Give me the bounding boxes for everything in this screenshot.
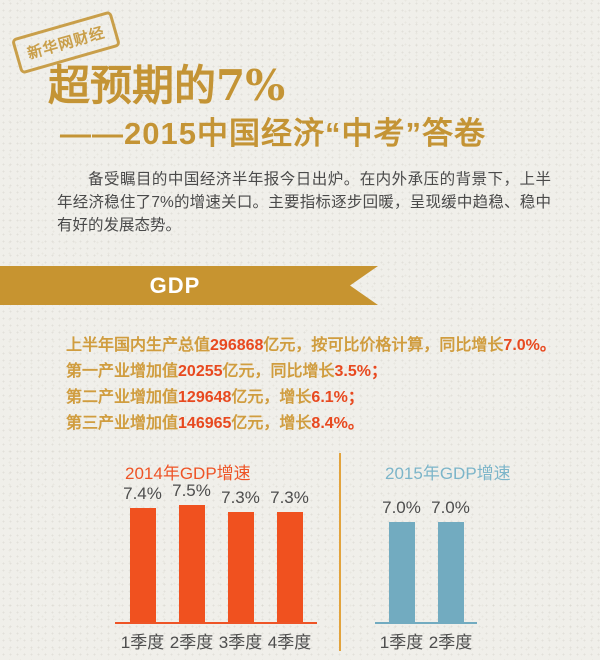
stat-line: 第一产业增加值20255亿元，同比增长3.5%；	[66, 359, 556, 385]
stat-segment-red: 3.5%；	[334, 363, 388, 380]
chart-2014-categories: 1季度 2季度 3季度 4季度	[115, 628, 317, 653]
chart-column: 7.3%	[216, 488, 265, 622]
chart-column: 7.0%	[377, 498, 426, 622]
bar	[276, 512, 303, 622]
bar	[178, 505, 205, 622]
bar	[129, 508, 156, 622]
stat-segment-red: 7.0%。	[503, 337, 556, 354]
gdp-stats: 上半年国内生产总值296868亿元，按可比价格计算，同比增长7.0%。 第一产业增…	[66, 333, 556, 437]
chart-column: 7.4%	[118, 484, 167, 622]
chart-2015-axis	[375, 622, 477, 624]
chart-2014-title: 2014年GDP增速	[125, 464, 251, 483]
stat-segment-gold: 亿元，同比增长	[222, 363, 335, 380]
bar	[227, 512, 254, 622]
section-banner-gdp: GDP	[0, 266, 378, 305]
chart-column: 7.5%	[167, 481, 216, 622]
stat-line: 第二产业增加值129648亿元，增长6.1%；	[66, 385, 556, 411]
stat-segment-gold: 亿元，增长	[231, 389, 312, 406]
bar-value-label: 7.0%	[431, 498, 470, 517]
stat-segment-gold: 第二产业增加值	[66, 389, 179, 406]
stat-line: 第三产业增加值146965亿元，增长8.4%。	[66, 411, 556, 437]
bar	[437, 522, 464, 622]
bar-value-label: 7.3%	[221, 488, 260, 507]
chart-2015-categories: 1季度 2季度	[375, 628, 477, 653]
bar-value-label: 7.4%	[123, 484, 162, 503]
chart-2015-bars: 7.0% 7.0%	[375, 455, 477, 622]
page-title: 超预期的7%	[48, 61, 286, 110]
stat-segment-red: 146965	[178, 415, 232, 432]
stat-segment-gold: 上半年国内生产总值	[66, 337, 211, 354]
chart-2015-gdp-growth: 2015年GDP增速 7.0% 7.0% 1季度 2季度	[375, 455, 511, 660]
chart-divider	[339, 453, 341, 651]
page-subtitle: ——2015中国经济“中考”答卷	[60, 116, 486, 151]
intro-paragraph: 备受瞩目的中国经济半年报今日出炉。在内外承压的背景下，上半年经济稳住了7%的增速…	[57, 171, 551, 234]
stat-segment-red: 129648	[178, 389, 232, 406]
stat-segment-red: 296868	[210, 337, 264, 354]
chart-2014-gdp-growth: 2014年GDP增速 7.4% 7.5% 7.3% 7.3% 1季度 2季度 3季度 4季度	[115, 455, 317, 660]
chart-column: 7.0%	[426, 498, 475, 622]
category-label: 2季度	[169, 633, 214, 652]
chart-2015-title: 2015年GDP增速	[385, 464, 511, 483]
bar	[388, 522, 415, 622]
bar-value-label: 7.0%	[382, 498, 421, 517]
category-label: 1季度	[379, 633, 424, 652]
stat-segment-gold: 第一产业增加值	[66, 363, 179, 380]
category-label: 3季度	[218, 633, 263, 652]
section-banner-label: GDP	[149, 273, 201, 298]
stat-line: 上半年国内生产总值296868亿元，按可比价格计算，同比增长7.0%。	[66, 333, 556, 359]
category-label: 2季度	[428, 633, 473, 652]
category-label: 4季度	[267, 633, 312, 652]
chart-2014-axis	[115, 622, 317, 624]
bar-value-label: 7.3%	[270, 488, 309, 507]
bar-value-label: 7.5%	[172, 481, 211, 500]
category-label: 1季度	[120, 633, 165, 652]
chart-2014-bars: 7.4% 7.5% 7.3% 7.3%	[115, 455, 317, 622]
charts-section: 2014年GDP增速 7.4% 7.5% 7.3% 7.3% 1季度 2季度 3季度 4季度…	[0, 453, 600, 660]
stat-segment-red: 20255	[178, 363, 223, 380]
chart-column: 7.3%	[265, 488, 314, 622]
stat-segment-gold: 第三产业增加值	[66, 415, 179, 432]
stat-segment-red: 6.1%；	[311, 389, 364, 406]
stat-segment-gold: 亿元，增长	[231, 415, 312, 432]
stat-segment-gold: 亿元，按可比价格计算，同比增长	[263, 337, 504, 354]
stat-segment-red: 8.4%。	[311, 415, 364, 432]
